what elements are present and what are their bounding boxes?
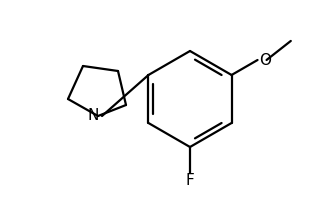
Text: N: N	[87, 108, 99, 123]
Text: O: O	[260, 52, 272, 67]
Text: F: F	[186, 172, 194, 187]
